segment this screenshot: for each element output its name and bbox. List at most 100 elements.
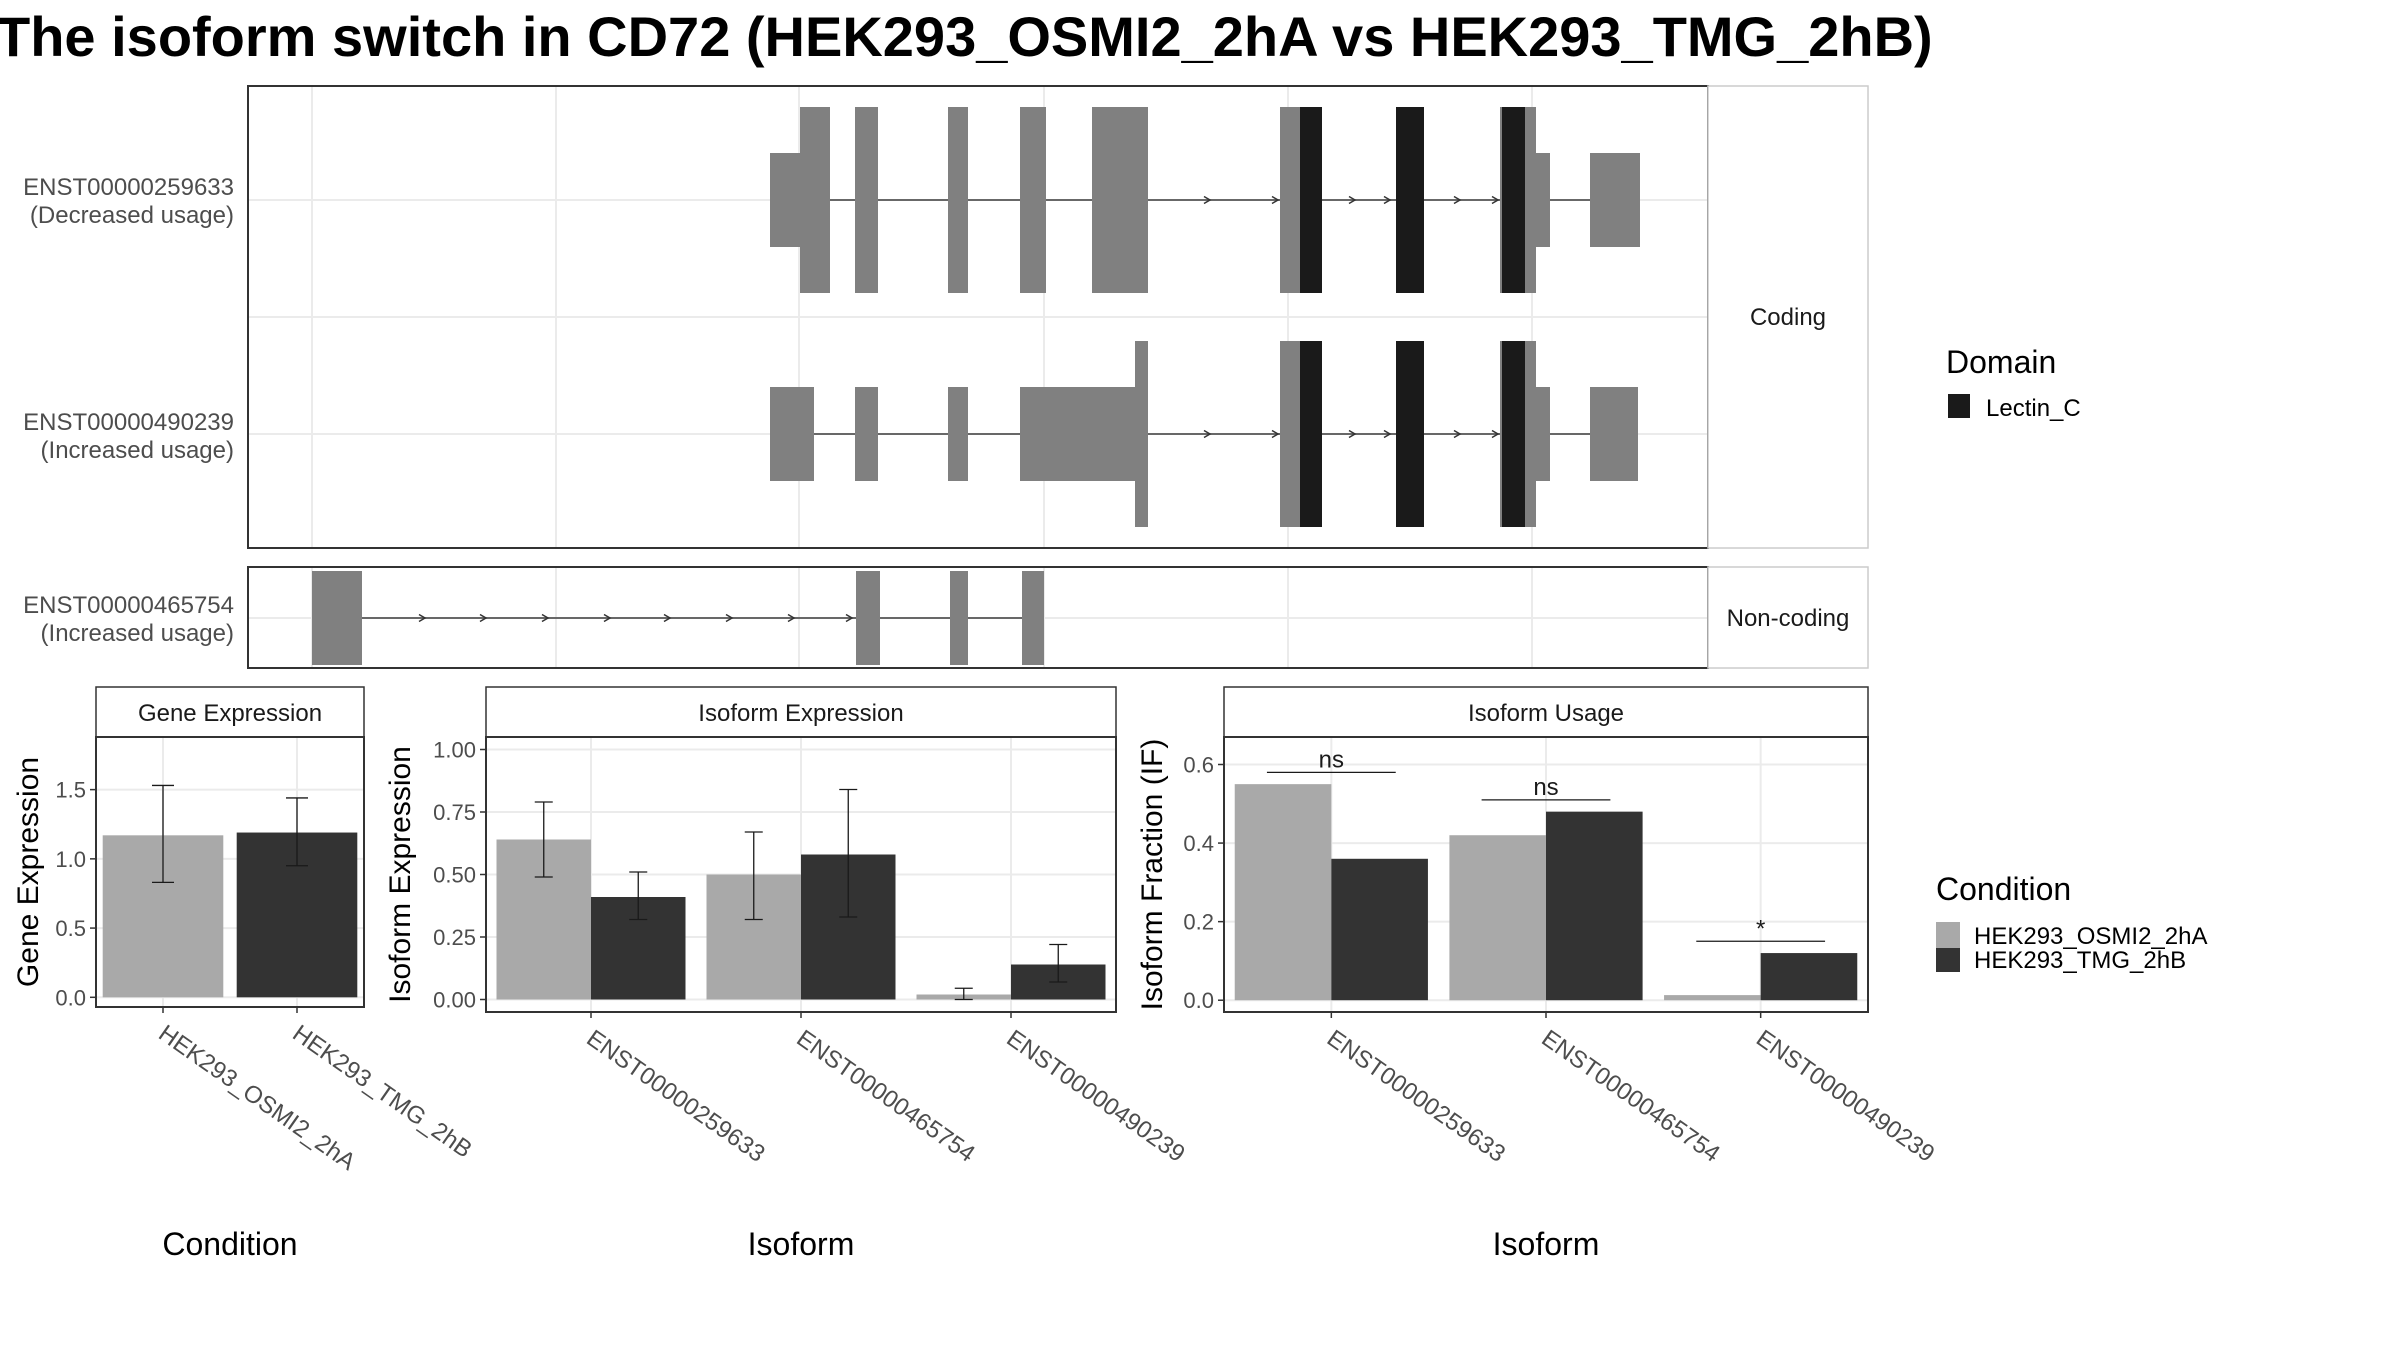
significance-label: ns	[1533, 774, 1558, 801]
bar-panel-3: Isoform Usage 0.0 0.2 0.4 0.6 ENST00000259633…	[1136, 686, 1939, 1262]
noncoding-strip-label: Non-coding	[1727, 605, 1850, 632]
x-tick-label: ENST00000259633	[1322, 1025, 1510, 1168]
y-tick-label: 0.0	[55, 985, 86, 1010]
transcript-2	[770, 341, 1638, 527]
x-tick-label: ENST00000465754	[1537, 1025, 1725, 1168]
significance-label: *	[1756, 915, 1765, 942]
row-label-id-2: ENST00000490239	[23, 409, 234, 436]
exon	[948, 107, 968, 293]
strand-arrow	[845, 613, 854, 623]
y-tick-label: 0.5	[55, 916, 86, 941]
lectin-domain	[1502, 341, 1525, 527]
condition-legend-title: Condition	[1936, 871, 2071, 907]
strand-arrow	[663, 613, 672, 623]
y-axis-title: Isoform Expression	[384, 746, 417, 1003]
transcript-1	[770, 107, 1640, 293]
plot-border	[95, 736, 365, 1008]
bar	[1449, 835, 1546, 1001]
x-axis-title: Condition	[162, 1226, 297, 1262]
plot-border	[1223, 736, 1869, 1013]
x-axis-title: Isoform	[1493, 1226, 1600, 1262]
exon	[800, 107, 830, 293]
bar	[1546, 811, 1643, 1001]
y-tick-label: 1.0	[55, 847, 86, 872]
y-tick-label: 0.00	[433, 988, 476, 1013]
condition-legend-swatch-2	[1936, 948, 1960, 972]
bar-panel-1: Gene Expression0.00.51.01.5HEK293_OSMI2_…	[12, 686, 477, 1262]
domain-legend-label: Lectin_C	[1986, 395, 2081, 422]
x-tick-label: ENST00000465754	[792, 1025, 980, 1168]
condition-legend-label-1: HEK293_OSMI2_2hA	[1974, 923, 2207, 950]
significance-label: ns	[1319, 746, 1344, 773]
exon	[1022, 571, 1044, 665]
exon	[1590, 153, 1640, 247]
exon	[312, 571, 362, 665]
y-tick-label: 0.2	[1183, 910, 1214, 935]
y-axis-title: Gene Expression	[12, 757, 45, 987]
bar	[1331, 858, 1428, 1001]
exon	[1536, 153, 1550, 247]
bar	[1234, 784, 1332, 1001]
exon	[1020, 387, 1135, 481]
exon	[948, 387, 968, 481]
bar-panels: Gene Expression0.00.51.01.5HEK293_OSMI2_…	[12, 686, 1939, 1262]
strand-arrow	[603, 613, 612, 623]
strand-arrow	[1271, 429, 1280, 439]
lectin-domain	[1396, 341, 1424, 527]
panel-title: Gene Expression	[138, 700, 322, 727]
panel-title: Isoform Usage	[1468, 700, 1624, 727]
y-tick-label: 0.75	[433, 800, 476, 825]
y-tick-label: 0.6	[1183, 753, 1214, 778]
domain-legend-title: Domain	[1946, 344, 2056, 380]
plot-border	[485, 736, 1117, 1013]
domain-legend: Domain Lectin_C	[1946, 344, 2081, 422]
bar	[1664, 995, 1761, 1001]
coding-strip-label: Coding	[1750, 304, 1826, 331]
domain-legend-swatch	[1948, 394, 1970, 418]
strand-arrow	[541, 613, 550, 623]
strand-arrow	[1453, 195, 1462, 205]
strand-arrow	[1383, 429, 1392, 439]
row-label-id-1: ENST00000259633	[23, 174, 234, 201]
strand-arrow	[1271, 195, 1280, 205]
exon	[1092, 107, 1148, 293]
strand-arrow	[787, 613, 796, 623]
exon	[1536, 387, 1550, 481]
exon	[770, 153, 800, 247]
condition-legend-swatch-1	[1936, 922, 1960, 948]
panel-title: Isoform Expression	[698, 700, 903, 727]
exon	[855, 107, 878, 293]
exon	[1590, 387, 1638, 481]
strand-arrow	[1348, 429, 1357, 439]
condition-legend-label-2: HEK293_TMG_2hB	[1974, 947, 2186, 974]
exon	[1020, 107, 1046, 293]
lectin-domain	[1300, 341, 1322, 527]
panel-strip	[95, 686, 365, 738]
strand-arrow	[479, 613, 488, 623]
exon	[770, 387, 814, 481]
condition-legend: Condition HEK293_OSMI2_2hA HEK293_TMG_2h…	[1936, 871, 2207, 974]
transcript-3	[312, 571, 1044, 665]
row-label-id-3: ENST00000465754	[23, 592, 234, 619]
lectin-domain	[1502, 107, 1525, 293]
y-tick-label: 0.50	[433, 863, 476, 888]
strand-arrow	[1203, 195, 1212, 205]
bar-panel-2: Isoform Expression 0.00 0.25 0.50 0.75 1.00 EN…	[384, 686, 1190, 1262]
exon	[856, 571, 880, 665]
transcript-panels: Coding Non-coding ENST00000259633 (Decre…	[23, 85, 1869, 669]
strand-arrow	[1491, 429, 1500, 439]
exon	[855, 387, 878, 481]
y-tick-label: 0.25	[433, 925, 476, 950]
strand-arrow	[725, 613, 734, 623]
x-tick-label: ENST00000259633	[582, 1025, 770, 1168]
lectin-domain	[1396, 107, 1424, 293]
transcript-rows	[312, 107, 1640, 665]
exon	[950, 571, 968, 665]
y-tick-label: 0.0	[1183, 988, 1214, 1013]
y-tick-label: 1.5	[55, 778, 86, 803]
strand-arrow	[1491, 195, 1500, 205]
strand-arrow	[1203, 429, 1212, 439]
x-axis-title: Isoform	[748, 1226, 855, 1262]
strand-arrow	[418, 613, 427, 623]
